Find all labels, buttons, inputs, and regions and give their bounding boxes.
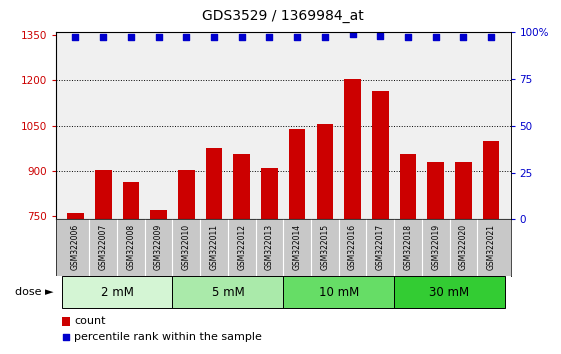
Text: GSM322007: GSM322007 [99, 224, 108, 270]
Text: GSM322013: GSM322013 [265, 224, 274, 270]
Text: GSM322016: GSM322016 [348, 224, 357, 270]
Text: GSM322012: GSM322012 [237, 224, 246, 270]
Bar [261, 168, 278, 354]
Text: GSM322015: GSM322015 [320, 224, 329, 270]
Point [403, 35, 412, 40]
Bar [123, 182, 139, 354]
Bar [178, 170, 195, 354]
Text: GSM322018: GSM322018 [403, 224, 412, 270]
Text: GSM322020: GSM322020 [459, 224, 468, 270]
Text: GSM322009: GSM322009 [154, 224, 163, 270]
Point [376, 33, 385, 39]
Point [348, 31, 357, 36]
Bar [95, 171, 112, 354]
Text: GSM322017: GSM322017 [376, 224, 385, 270]
Bar [455, 162, 472, 354]
Point [71, 35, 80, 40]
Bar [62, 276, 172, 308]
Point [486, 35, 495, 40]
Text: 5 mM: 5 mM [211, 286, 244, 298]
Point [431, 35, 440, 40]
Bar [344, 79, 361, 354]
Bar [394, 276, 505, 308]
Point [293, 35, 302, 40]
Bar [399, 154, 416, 354]
Text: count: count [74, 316, 105, 326]
Bar [67, 212, 84, 354]
Point [459, 35, 468, 40]
Point [237, 35, 246, 40]
Bar [316, 124, 333, 354]
Point [210, 35, 219, 40]
Text: GSM322011: GSM322011 [210, 224, 219, 270]
Bar [172, 276, 283, 308]
Text: 30 mM: 30 mM [430, 286, 470, 298]
Bar [233, 154, 250, 354]
Text: 10 mM: 10 mM [319, 286, 359, 298]
Text: GSM322019: GSM322019 [431, 224, 440, 270]
Point [61, 334, 70, 340]
Bar [206, 148, 222, 354]
Point [126, 35, 135, 40]
Text: GSM322010: GSM322010 [182, 224, 191, 270]
Point [99, 35, 108, 40]
Bar [283, 276, 394, 308]
Bar [427, 162, 444, 354]
Bar [483, 141, 499, 354]
Text: percentile rank within the sample: percentile rank within the sample [74, 332, 262, 342]
Point [320, 35, 329, 40]
Bar [289, 129, 306, 354]
Text: 2 mM: 2 mM [100, 286, 134, 298]
Point [182, 35, 191, 40]
Text: GSM322014: GSM322014 [293, 224, 302, 270]
Point [265, 35, 274, 40]
Bar [372, 91, 389, 354]
Point [154, 35, 163, 40]
Bar [150, 210, 167, 354]
Text: GSM322006: GSM322006 [71, 224, 80, 270]
Text: GSM322008: GSM322008 [126, 224, 135, 270]
Text: GDS3529 / 1369984_at: GDS3529 / 1369984_at [203, 9, 364, 23]
Text: dose ►: dose ► [15, 287, 53, 297]
Text: GSM322021: GSM322021 [486, 224, 495, 270]
